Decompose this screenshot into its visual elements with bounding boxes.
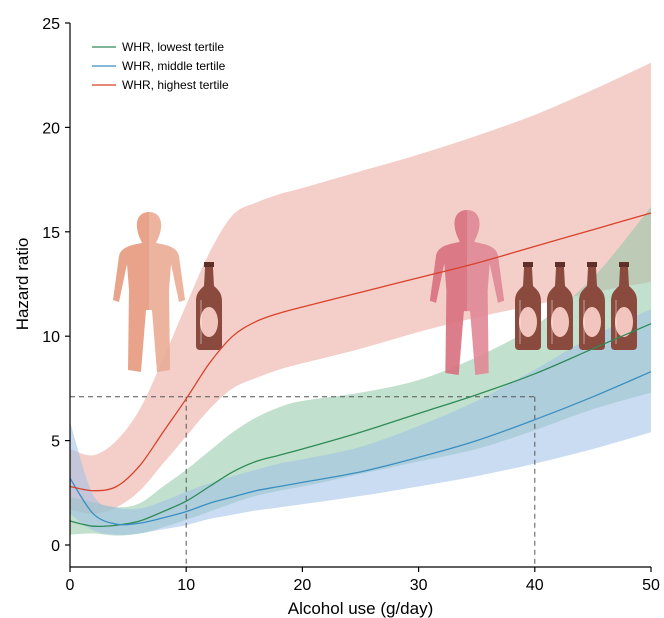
bottle-label [551, 307, 569, 337]
human-silhouette-icon [429, 210, 505, 375]
series-lines [69, 212, 652, 528]
illustrations [113, 210, 637, 375]
bottle-cap [619, 262, 629, 267]
silhouette-body [429, 210, 505, 375]
legend-label-whr-lowest-tertile: WHR, lowest tertile [122, 40, 224, 54]
bottle-label [200, 307, 218, 337]
bottle-cap [555, 262, 565, 267]
human-silhouette-icon [113, 212, 185, 372]
bottle-label [615, 307, 633, 337]
y-tick-label: 25 [42, 16, 60, 33]
beer-bottle-icon [515, 262, 541, 350]
bottle-label [519, 307, 537, 337]
axes: 0 5 10 15 20 25 0 10 20 30 40 50 Alcohol use (g/day)… [13, 16, 660, 618]
beer-bottle-icon [611, 262, 637, 350]
beer-bottle-icon [196, 262, 222, 350]
bottle-cap [523, 262, 533, 267]
y-tick-label: 20 [42, 120, 60, 137]
line-whr-middle-tertile [69, 371, 652, 526]
confidence-bands [70, 62, 651, 536]
legend: WHR, lowest tertile WHR, middle tertile WH… [92, 40, 229, 92]
x-axis-title: Alcohol use (g/day) [288, 599, 434, 618]
y-axis-title: Hazard ratio [13, 238, 32, 331]
y-tick-label: 5 [51, 434, 60, 451]
x-tick-label: 0 [66, 577, 75, 594]
bottle-cap [204, 262, 214, 267]
legend-label-whr-highest-tertile: WHR, highest tertile [122, 78, 229, 92]
line-whr-highest-tertile [69, 212, 652, 492]
x-tick-label: 20 [294, 577, 312, 594]
ci-band-whr-middle-tertile [70, 309, 651, 535]
beer-bottle-icon [547, 262, 573, 350]
bottle-cap [587, 262, 597, 267]
y-tick-label: 0 [51, 538, 60, 555]
ci-band-whr-lowest-tertile [70, 206, 651, 536]
reference-lines [70, 396, 536, 567]
x-tick-label: 50 [642, 577, 660, 594]
x-tick-label: 40 [526, 577, 544, 594]
bottle-label [583, 307, 601, 337]
ci-band-whr-highest-tertile [70, 62, 651, 514]
x-tick-label: 30 [410, 577, 428, 594]
silhouette-body [113, 212, 185, 372]
line-whr-lowest-tertile [69, 323, 652, 528]
beer-bottle-icon [579, 262, 605, 350]
y-tick-label: 10 [42, 329, 60, 346]
silhouette-highlight [149, 212, 185, 372]
y-tick-label: 15 [42, 225, 60, 242]
legend-label-whr-middle-tertile: WHR, middle tertile [122, 59, 226, 73]
x-tick-label: 10 [177, 577, 195, 594]
silhouette-highlight [467, 210, 505, 375]
